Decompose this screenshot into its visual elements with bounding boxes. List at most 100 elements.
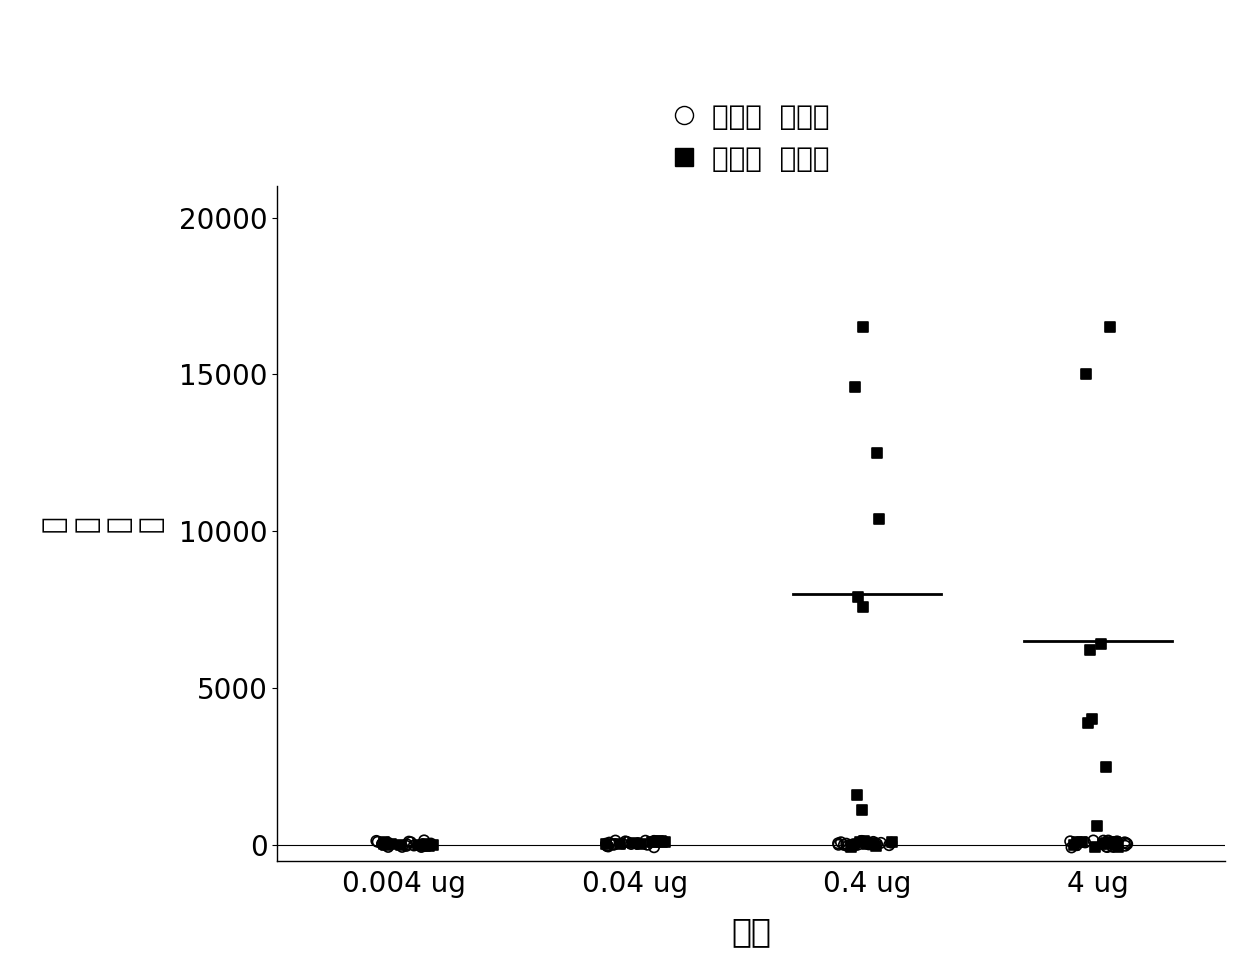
Point	[1107, 840, 1127, 855]
Point	[1094, 836, 1114, 851]
Point	[857, 836, 877, 851]
Point	[599, 835, 619, 850]
Point	[376, 837, 396, 852]
Point	[866, 839, 885, 854]
Point	[392, 839, 412, 854]
Point	[853, 599, 873, 614]
Point	[836, 836, 856, 851]
Point	[859, 837, 879, 852]
Point	[408, 838, 428, 853]
Point	[1096, 839, 1116, 854]
Point	[849, 835, 869, 850]
Point	[1094, 833, 1114, 848]
Point	[412, 840, 432, 855]
Point	[1061, 840, 1081, 855]
Point	[605, 833, 625, 848]
Point	[1086, 819, 1106, 834]
Point	[372, 836, 392, 851]
Point	[1092, 837, 1112, 852]
Point	[596, 836, 616, 851]
Point	[636, 833, 656, 848]
Y-axis label: 调
理
指
数: 调 理 指 数	[40, 515, 165, 532]
Point	[598, 839, 618, 854]
Point	[843, 837, 863, 852]
Point	[1080, 642, 1100, 658]
Point	[1064, 837, 1084, 852]
Point	[1097, 840, 1117, 855]
Point	[863, 834, 883, 849]
Point	[882, 835, 901, 850]
Point	[378, 835, 398, 850]
Point	[604, 837, 624, 852]
Point	[631, 837, 651, 852]
Point	[624, 835, 644, 850]
Legend: 单价：  免疫前, 单价：  免疫后: 单价： 免疫前, 单价： 免疫后	[662, 91, 841, 184]
Point	[848, 837, 868, 852]
Point	[627, 836, 647, 851]
Point	[367, 833, 387, 848]
Point	[1096, 759, 1116, 774]
Point	[419, 839, 439, 854]
Point	[610, 836, 630, 851]
Point	[828, 836, 848, 851]
Point	[618, 834, 637, 849]
Point	[1115, 835, 1135, 850]
Point	[1091, 637, 1111, 652]
Point	[401, 835, 420, 850]
Point	[858, 834, 878, 849]
Point	[879, 838, 899, 853]
Point	[882, 834, 901, 849]
Point	[374, 834, 394, 849]
Point	[852, 833, 872, 848]
Point	[1117, 836, 1137, 851]
Point	[652, 834, 672, 849]
Point	[844, 379, 864, 395]
Point	[1116, 836, 1136, 851]
Point	[838, 839, 858, 854]
Point	[596, 837, 616, 852]
Point	[655, 834, 675, 849]
Point	[413, 837, 433, 852]
Point	[843, 838, 863, 853]
Point	[1107, 837, 1127, 852]
Point	[423, 838, 443, 853]
Point	[854, 833, 874, 848]
Point	[848, 589, 868, 605]
Point	[1083, 712, 1102, 727]
Point	[644, 833, 663, 848]
Point	[1102, 839, 1122, 854]
Point	[1099, 834, 1118, 849]
Point	[1115, 838, 1135, 853]
Point	[852, 803, 872, 819]
Point	[605, 836, 625, 851]
Point	[647, 833, 667, 848]
Point	[368, 834, 388, 849]
Point	[1075, 367, 1095, 382]
Point	[828, 837, 848, 852]
Point	[613, 836, 632, 851]
Point	[869, 511, 889, 527]
Point	[381, 837, 401, 852]
Point	[596, 838, 616, 853]
Point	[1096, 836, 1116, 851]
Point	[1066, 838, 1086, 853]
Point	[415, 839, 435, 854]
Point	[853, 320, 873, 335]
Point	[415, 838, 435, 853]
Point	[644, 840, 663, 855]
Point	[372, 836, 392, 851]
Point	[867, 837, 887, 852]
Point	[846, 837, 866, 852]
Point	[637, 837, 657, 852]
Point	[399, 834, 419, 849]
Point	[863, 835, 883, 850]
Point	[1075, 835, 1095, 850]
Point	[1073, 835, 1092, 850]
Point	[391, 838, 410, 853]
Point	[1079, 715, 1099, 730]
Point	[1107, 834, 1127, 849]
Point	[417, 836, 436, 851]
Point	[1101, 835, 1121, 850]
Point	[841, 840, 861, 855]
Point	[1084, 833, 1104, 848]
